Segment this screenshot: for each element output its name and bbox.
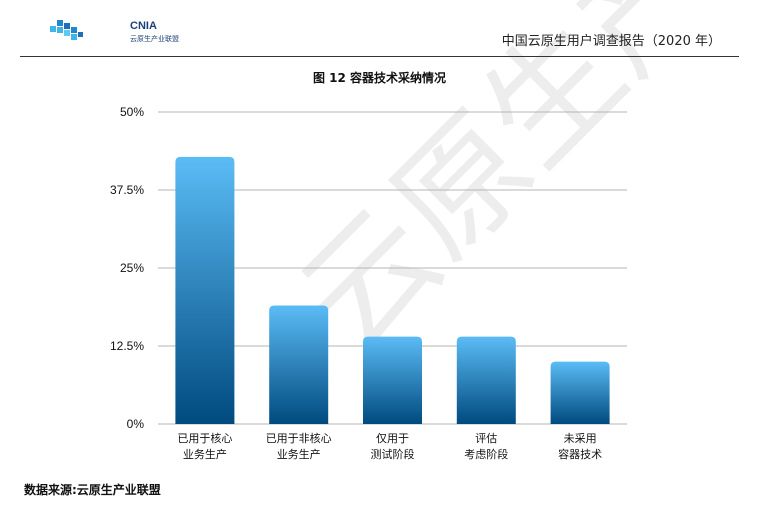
report-title: 中国云原生用户调查报告（2020 年） <box>501 34 721 49</box>
chart-title: 图 12 容器技术采纳情况 <box>312 71 447 85</box>
y-tick-label: 25% <box>120 261 144 275</box>
y-tick-label: 0% <box>127 417 145 431</box>
x-tick-label: 业务生产 <box>277 447 321 461</box>
y-tick-label: 12.5% <box>110 339 144 353</box>
x-tick-label: 容器技术 <box>558 447 602 461</box>
logo-subtitle: 云原生产业联盟 <box>130 35 179 43</box>
bar <box>363 336 422 424</box>
header-divider <box>20 56 739 57</box>
bar <box>175 156 235 425</box>
x-tick-label: 已用于非核心 <box>266 431 332 445</box>
x-tick-label: 评估 <box>475 432 497 445</box>
logo-icon <box>50 20 83 40</box>
y-tick-label: 37.5% <box>110 183 144 197</box>
y-tick-label: 50% <box>120 105 144 119</box>
x-tick-label: 业务生产 <box>183 447 227 461</box>
logo-text: CNIA <box>130 20 157 32</box>
bar <box>456 336 516 424</box>
x-tick-label: 未采用 <box>564 432 597 445</box>
x-tick-label: 测试阶段 <box>371 447 415 461</box>
x-tick-label: 已用于核心 <box>177 431 232 445</box>
bar <box>269 305 329 424</box>
x-tick-label: 考虑阶段 <box>464 447 508 461</box>
data-source: 数据来源:云原生产业联盟 <box>24 483 161 497</box>
cnia-logo: CNIA 云原生产业联盟 <box>46 14 179 48</box>
x-tick-label: 仅用于 <box>376 432 409 445</box>
bar <box>550 361 610 424</box>
